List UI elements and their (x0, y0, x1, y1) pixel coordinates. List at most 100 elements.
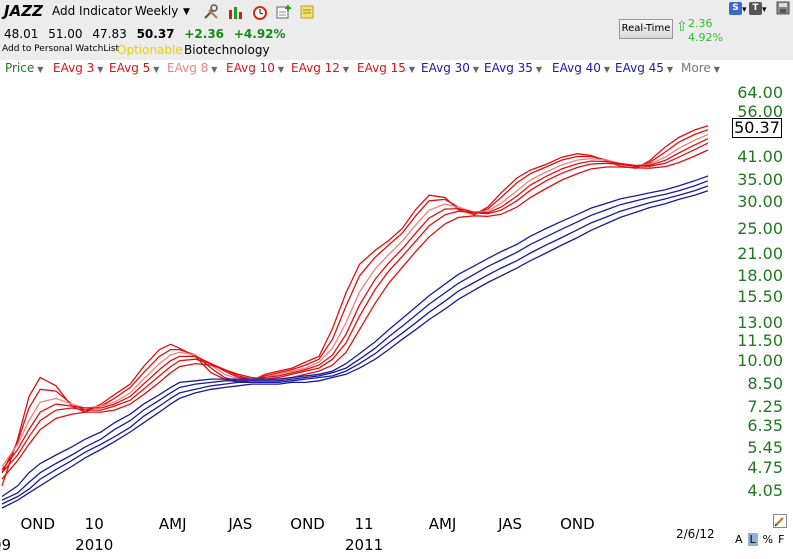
y-tick-label: 6.35 (747, 416, 783, 436)
series-line-7 (1, 180, 709, 501)
legend-item[interactable]: EAvg 8 ▼ (167, 61, 217, 75)
chevron-down-icon[interactable]: ▼ (97, 65, 104, 74)
series-line-5 (1, 149, 709, 480)
chevron-down-icon[interactable]: ▼ (183, 7, 190, 17)
legend-label: EAvg 12 (291, 61, 340, 75)
chevron-down-icon[interactable]: ▼ (535, 65, 543, 74)
series-line-8 (1, 185, 709, 505)
x-year-label: 2010 (75, 536, 114, 554)
realtime-button[interactable]: Real-Time (619, 19, 673, 39)
y-tick-label: 7.25 (747, 397, 783, 417)
legend-item[interactable]: EAvg 12 ▼ (291, 61, 349, 75)
tools-icon[interactable] (203, 4, 219, 20)
x-tick-label: 10 (84, 515, 104, 533)
y-tick-label: 64.00 (737, 82, 783, 102)
y-tick-label: 4.75 (747, 458, 783, 478)
series-line-1 (1, 129, 709, 473)
legend-item[interactable]: EAvg 35 ▼ (484, 61, 542, 75)
chevron-down-icon[interactable]: ▼ (713, 65, 720, 74)
chevron-down-icon[interactable]: ▼ (666, 65, 674, 74)
realtime-change: 2.36 4.92% (688, 17, 723, 45)
low-value: 47.83 (92, 27, 127, 41)
y-tick-label: 21.00 (737, 243, 783, 263)
text-button[interactable]: T (749, 2, 762, 15)
legend-item[interactable]: More ▼ (681, 61, 720, 75)
legend-label: EAvg 8 (167, 61, 209, 75)
share-chevron-icon[interactable]: ▾ (742, 5, 747, 15)
series-line-2 (1, 133, 709, 467)
chevron-down-icon[interactable]: ▼ (472, 65, 480, 74)
y-tick-label: 11.50 (737, 330, 783, 350)
ticker-symbol[interactable]: JAZZ (4, 2, 43, 20)
scale-fixed-button[interactable]: F (778, 533, 785, 546)
y-tick-label: 56.00 (737, 102, 783, 122)
chevron-down-icon[interactable]: ▼ (153, 65, 160, 74)
period-select[interactable]: Weekly (135, 4, 179, 18)
x-tick-label: JAS (228, 515, 253, 533)
y-tick-label: 5.45 (747, 438, 783, 458)
legend-label: EAvg 40 (552, 61, 601, 75)
scale-log-button[interactable]: L (747, 533, 758, 546)
y-tick-label: 13.00 (737, 312, 783, 332)
price-change-pct: +4.92% (233, 27, 286, 41)
y-tick-label: 4.05 (747, 481, 783, 500)
legend-label: EAvg 10 (226, 61, 275, 75)
legend-label: More (681, 61, 711, 75)
high-value: 51.00 (48, 27, 83, 41)
series-line-9 (1, 190, 709, 509)
price-change: +2.36 (184, 27, 225, 41)
add-chart-icon[interactable] (276, 4, 292, 20)
chevron-down-icon[interactable]: ▼ (342, 65, 350, 74)
save-icon[interactable] (776, 1, 790, 15)
scale-buttons: A L% F (735, 533, 789, 546)
note-icon[interactable] (299, 4, 315, 20)
industry-link[interactable]: Biotechnology (184, 43, 270, 57)
chevron-down-icon[interactable]: ▼ (37, 65, 44, 74)
legend-item[interactable]: EAvg 45 ▼ (615, 61, 673, 75)
legend-item[interactable]: EAvg 40 ▼ (552, 61, 610, 75)
series-line-0 (1, 125, 709, 487)
current-price-marker: 50.37 (732, 117, 782, 138)
y-tick-label: 18.00 (737, 265, 783, 285)
chevron-down-icon[interactable]: ▼ (603, 65, 611, 74)
legend-label: EAvg 5 (109, 61, 151, 75)
series-line-4 (1, 142, 709, 474)
legend-item[interactable]: EAvg 10 ▼ (226, 61, 284, 75)
rt-change-value: 2.36 (688, 17, 713, 30)
chevron-down-icon[interactable]: ▼ (408, 65, 416, 74)
rt-change-pct: 4.92% (688, 31, 723, 44)
x-tick-label: OND (290, 515, 325, 533)
scale-percent-button[interactable]: % (762, 533, 774, 546)
alarm-clock-icon[interactable] (252, 4, 268, 20)
chevron-down-icon[interactable]: ▼ (211, 65, 218, 74)
x-tick-label: AMJ (158, 515, 187, 533)
chevron-down-icon[interactable]: ▼ (277, 65, 285, 74)
pencil-icon[interactable] (773, 514, 787, 528)
legend-item[interactable]: EAvg 3 ▼ (53, 61, 103, 75)
legend-label: EAvg 30 (421, 61, 470, 75)
legend-label: EAvg 15 (357, 61, 406, 75)
x-tick-label: JAS (498, 515, 523, 533)
scale-arith-button[interactable]: A (735, 533, 743, 546)
add-indicator-link[interactable]: Add Indicator (52, 4, 133, 18)
legend-item[interactable]: Price ▼ (5, 61, 43, 75)
bar-chart-icon[interactable] (228, 4, 244, 20)
legend-label: EAvg 3 (53, 61, 95, 75)
share-button[interactable]: S (729, 2, 742, 15)
legend-item[interactable]: EAvg 30 ▼ (421, 61, 479, 75)
x-tick-label: OND (560, 515, 595, 533)
text-chevron-icon[interactable]: ▾ (762, 5, 767, 15)
legend-item[interactable]: EAvg 5 ▼ (109, 61, 159, 75)
y-tick-label: 30.00 (737, 192, 783, 212)
x-tick-label: 11 (354, 515, 374, 533)
add-watchlist-link[interactable]: Add to Personal WatchList (2, 44, 120, 54)
up-arrow-icon: ⇧ (676, 19, 688, 35)
series-line-6 (1, 175, 709, 498)
last-price: 50.37 (136, 27, 175, 41)
open-value: 48.01 (4, 27, 39, 41)
chart-date: 2/6/12 (676, 527, 715, 541)
x-tick-label: OND (20, 515, 56, 533)
y-tick-label: 8.50 (747, 374, 783, 394)
legend-item[interactable]: EAvg 15 ▼ (357, 61, 415, 75)
